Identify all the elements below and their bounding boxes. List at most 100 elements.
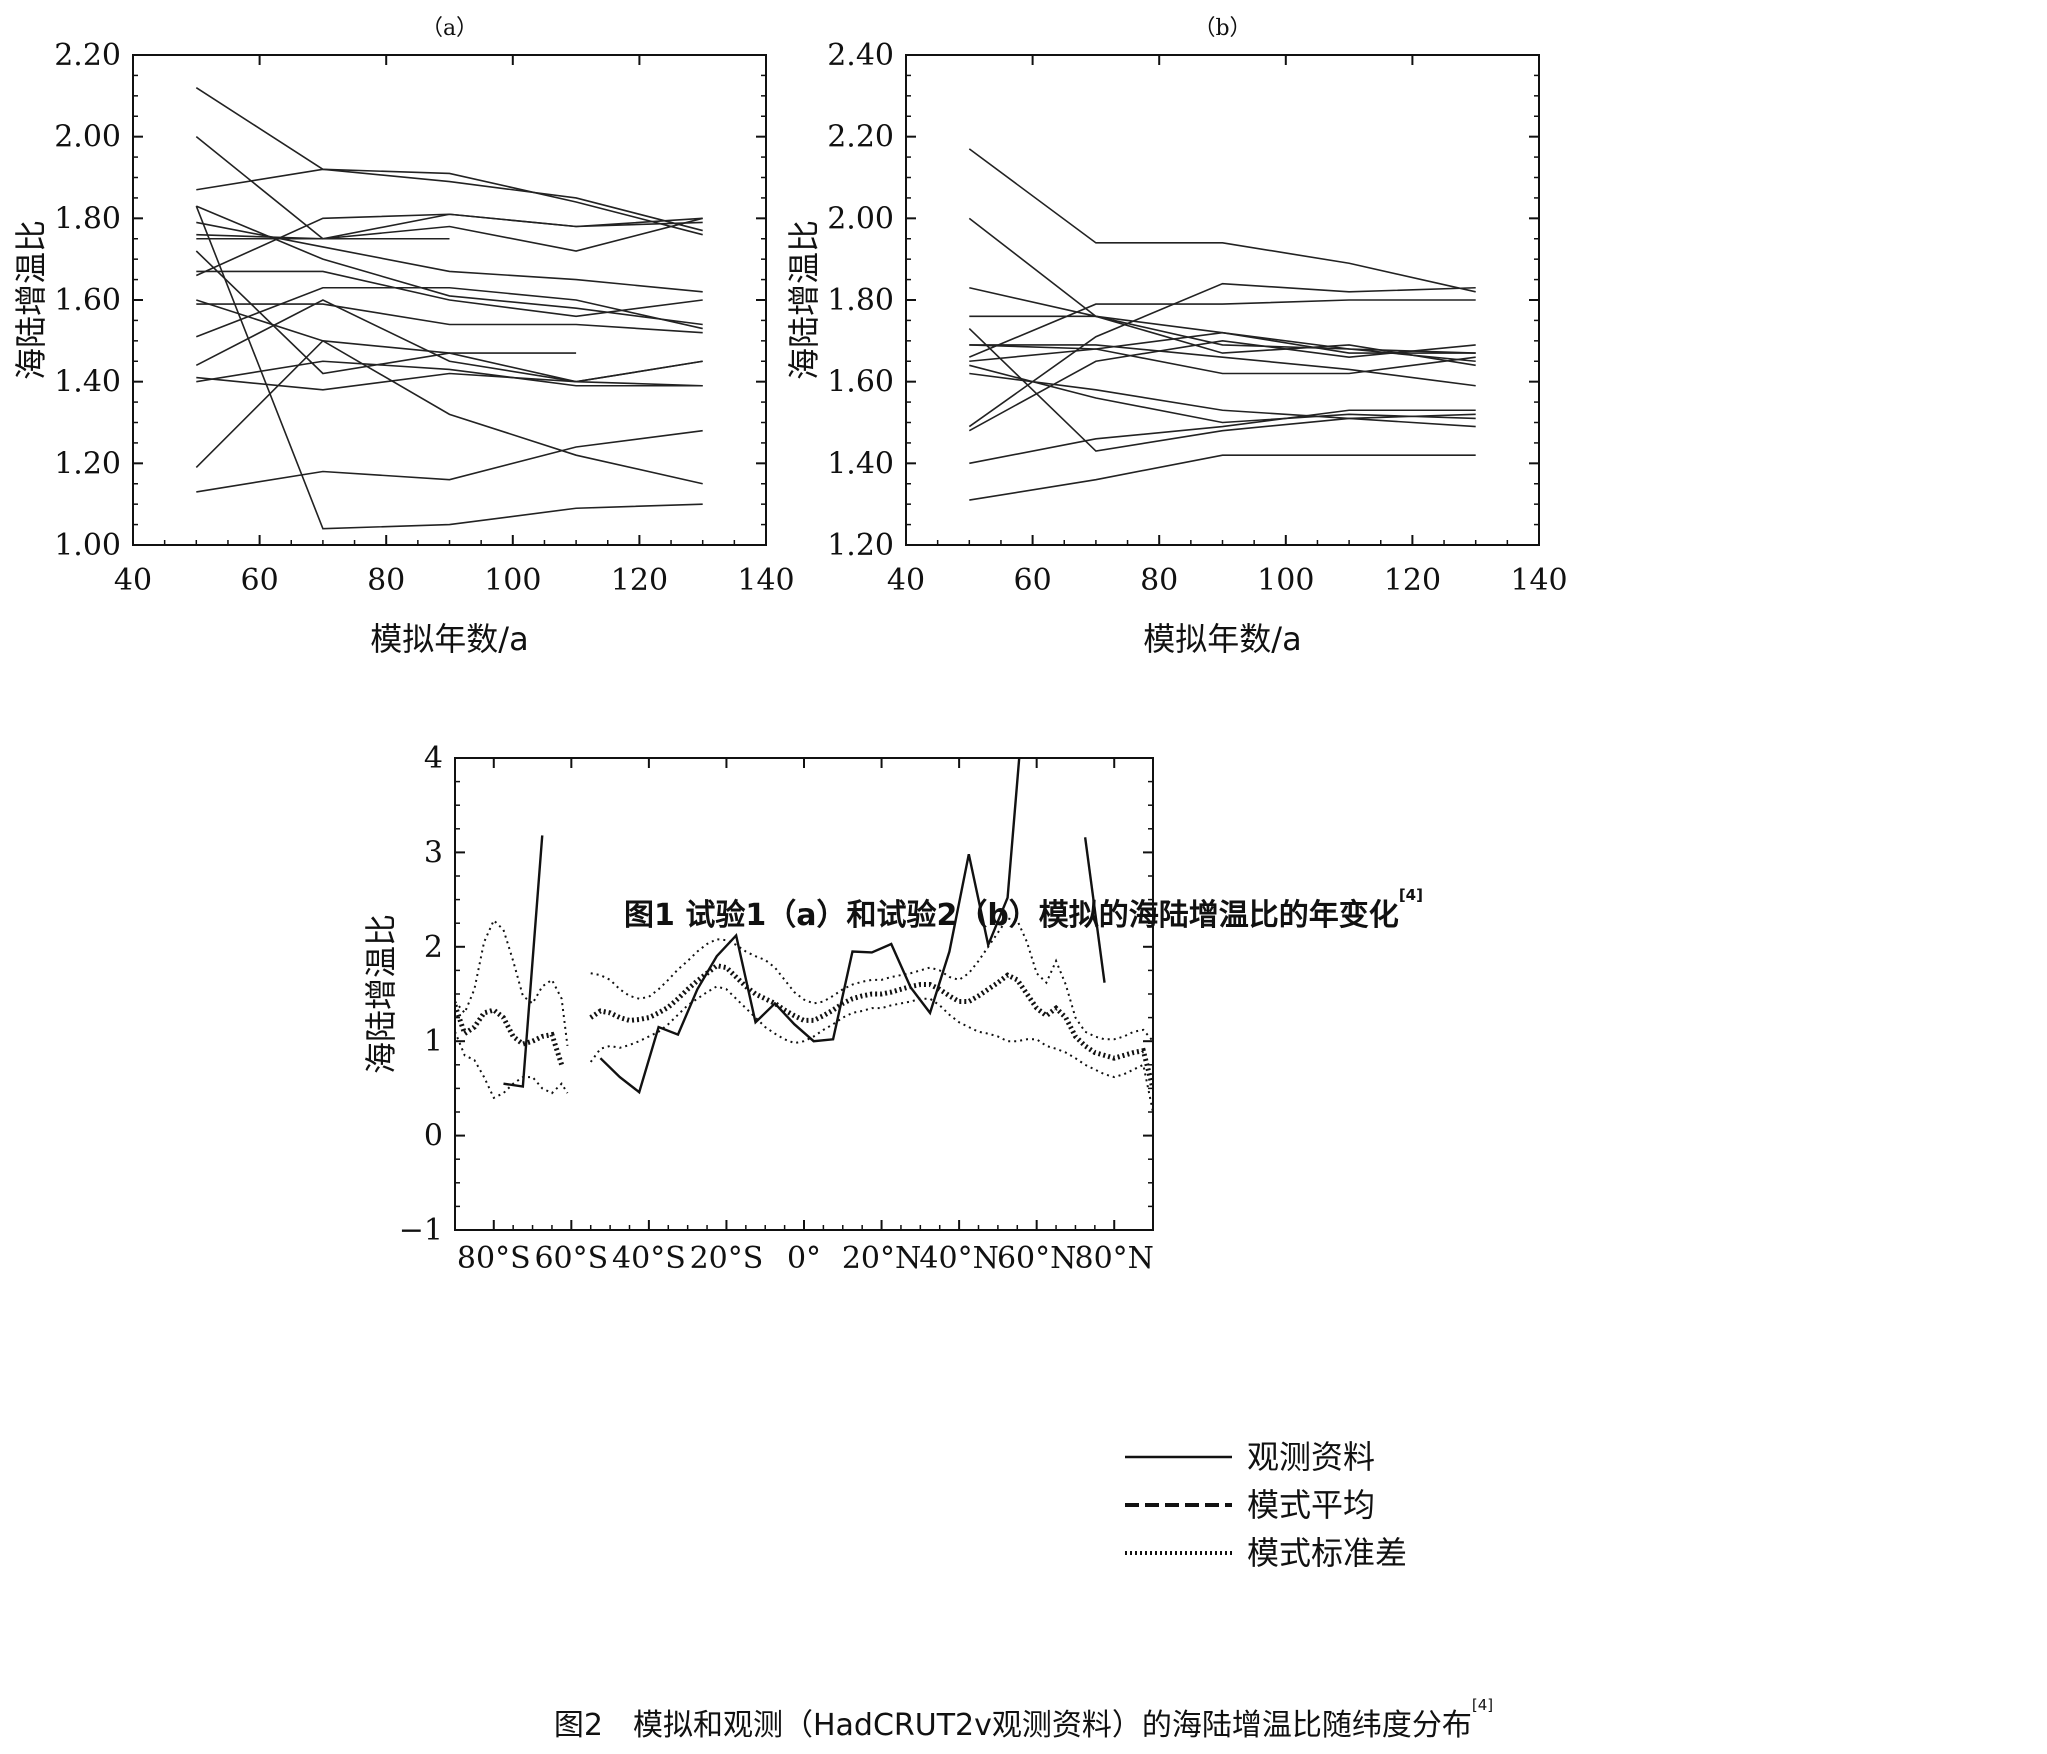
figure2-caption-ref: [4] — [1471, 1696, 1494, 1714]
figure2-caption: 图2 模拟和观测（HadCRUT2v观测资料）的海陆增温比随纬度分布[4] — [0, 1696, 2047, 1744]
series-line-a-17 — [195, 205, 703, 530]
y-tick-label: 2.20 — [54, 38, 121, 73]
x-tick-label: 120 — [611, 563, 668, 598]
y-tick-label: 1 — [424, 1024, 443, 1059]
y-tick-label: 1.20 — [54, 446, 121, 481]
x-tick-label: 20°S — [690, 1241, 764, 1276]
y-tick-label: 1.40 — [827, 446, 894, 481]
series-line-thick-dotted-1 — [455, 1004, 565, 1066]
series-line-b-5 — [968, 328, 1476, 452]
y-tick-label: 2.20 — [827, 120, 894, 155]
y-tick-label: 2.00 — [827, 201, 894, 236]
y-tick-label: 1.20 — [827, 528, 894, 563]
plot-frame — [454, 757, 1154, 1231]
y-tick-label: 2 — [424, 930, 443, 965]
series-line-b-14 — [969, 409, 1476, 465]
figure1-caption-ref: [4] — [1398, 886, 1423, 904]
figure2-caption-text: 图2 模拟和观测（HadCRUT2v观测资料）的海陆增温比随纬度分布 — [553, 1708, 1472, 1743]
y-tick-label: 2.00 — [54, 120, 121, 155]
series-line-b-12 — [968, 282, 1476, 428]
y-axis-label: 海陆增温比 — [362, 914, 400, 1074]
x-tick-label: 40 — [887, 563, 925, 598]
x-tick-label: 140 — [1510, 563, 1567, 598]
x-tick-label: 60 — [1014, 563, 1052, 598]
x-tick-label: 0° — [787, 1241, 821, 1276]
y-tick-label: 0 — [424, 1119, 443, 1154]
series-line-a-16 — [196, 360, 703, 387]
plot-area — [195, 86, 703, 530]
x-tick-label: 100 — [1257, 563, 1314, 598]
series-line-a-3 — [195, 136, 703, 240]
plot-area — [968, 148, 1476, 501]
series-line-dotted-1 — [455, 918, 569, 1047]
x-tick-label: 140 — [737, 563, 794, 598]
x-tick-label: 40°S — [612, 1241, 686, 1276]
y-tick-label: 3 — [424, 835, 443, 870]
series-line-dotted-2 — [590, 917, 1153, 1042]
series-line-solid-2 — [599, 758, 1021, 1095]
x-tick-label: 60 — [241, 563, 279, 598]
x-tick-label: 80°N — [1075, 1241, 1154, 1276]
series-line-b-4 — [969, 315, 1476, 367]
y-tick-label: 1.00 — [54, 528, 121, 563]
x-axis-label: 模拟年数/a — [1143, 620, 1301, 658]
legend-label: 模式平均 — [1247, 1486, 1375, 1524]
series-line-b-8 — [968, 299, 1476, 358]
chart-a: （a） 1.00 1.20 1.40 1.60 1.80 2.00 2.20 40 60 80 100… — [12, 16, 795, 658]
series-line-a-8 — [195, 250, 703, 383]
y-tick-label: 1.80 — [54, 201, 121, 236]
y-tick-label: 1.40 — [54, 365, 121, 400]
chart-title: （a） — [421, 16, 478, 41]
series-line-b-7 — [969, 331, 1476, 354]
chart-fig2: −1 0 1 2 3 4 80°S 60°S 40°S 20°S 0° 20°N40°N60°N80°… — [362, 741, 1407, 1572]
y-tick-label: 1.60 — [54, 283, 121, 318]
series-line-solid-3 — [1083, 837, 1106, 983]
series-line-solid-1 — [503, 835, 544, 1088]
series-line-a-14 — [195, 299, 703, 387]
plot-area — [455, 758, 1153, 1113]
series-line-a-18 — [195, 339, 703, 485]
legend-label: 观测资料 — [1247, 1438, 1375, 1476]
series-line-a-9 — [195, 213, 703, 277]
series-line-dotted-3 — [455, 1031, 569, 1100]
series-line-thick-dotted-2 — [589, 963, 1153, 1090]
series-line-a-12 — [196, 299, 577, 354]
series-line-a-1 — [195, 86, 703, 236]
x-tick-label: 80 — [1140, 563, 1178, 598]
x-tick-label: 40 — [114, 563, 152, 598]
x-tick-label: 60°S — [534, 1241, 608, 1276]
y-tick-label: 4 — [424, 741, 443, 776]
series-line-a-13 — [196, 286, 703, 338]
series-line-a-4 — [195, 205, 703, 326]
y-tick-label: 1.60 — [827, 365, 894, 400]
figure1-caption-text: 图1 试验1（a）和试验2（b）模拟的海陆增温比的年变化 — [624, 898, 1399, 933]
y-tick-label: 2.40 — [827, 38, 894, 73]
series-line-b-15 — [969, 454, 1476, 501]
x-tick-label: 120 — [1384, 563, 1441, 598]
y-tick-label: 1.80 — [827, 283, 894, 318]
y-tick-label: −1 — [399, 1213, 443, 1248]
figure1-caption: 图1 试验1（a）和试验2（b）模拟的海陆增温比的年变化[4] — [0, 886, 2047, 934]
x-tick-label: 40°N — [919, 1241, 998, 1276]
series-line-b-1 — [968, 148, 1476, 293]
x-tick-label: 80 — [367, 563, 405, 598]
chart-b: （b） 1.20 1.40 1.60 1.80 2.00 2.20 2.40 40 60 80 100… — [785, 16, 1568, 658]
y-axis-label: 海陆增温比 — [12, 220, 50, 380]
x-tick-label: 80°S — [457, 1241, 531, 1276]
x-axis-label: 模拟年数/a — [370, 620, 528, 658]
series-line-a-10 — [196, 270, 703, 318]
series-line-dotted-4 — [589, 985, 1153, 1113]
y-axis-label: 海陆增温比 — [785, 220, 823, 380]
series-line-a-15 — [196, 360, 703, 391]
x-tick-label: 100 — [484, 563, 541, 598]
series-line-a-19 — [196, 429, 703, 493]
chart-title: （b） — [1193, 16, 1251, 41]
series-line-b-10 — [969, 364, 1476, 424]
legend-label: 模式标准差 — [1247, 1534, 1407, 1572]
x-tick-label: 60°N — [997, 1241, 1076, 1276]
series-line-a-11 — [196, 303, 703, 334]
series-line-b-11 — [969, 372, 1476, 428]
series-line-b-13 — [968, 340, 1476, 432]
